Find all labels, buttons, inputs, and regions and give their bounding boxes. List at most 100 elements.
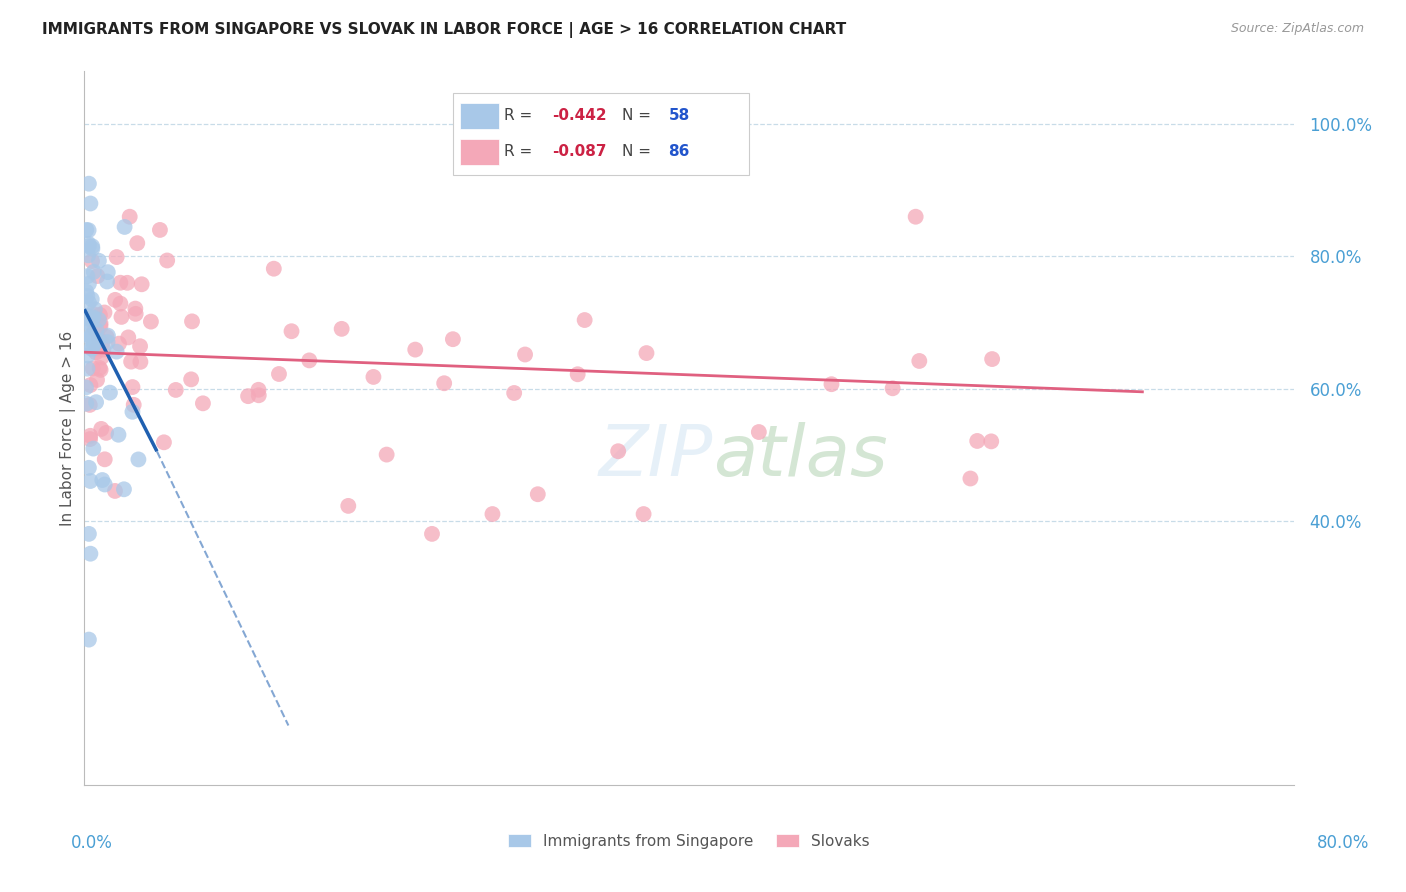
Point bbox=[86, 373, 108, 387]
Point bbox=[79, 312, 101, 326]
Point bbox=[153, 435, 176, 450]
Point bbox=[375, 448, 398, 462]
Y-axis label: In Labor Force | Age > 16: In Labor Force | Age > 16 bbox=[60, 331, 76, 525]
FancyBboxPatch shape bbox=[460, 139, 499, 165]
Point bbox=[112, 483, 135, 497]
Point bbox=[127, 452, 149, 467]
Point bbox=[82, 442, 104, 456]
Point bbox=[908, 354, 931, 368]
Point bbox=[180, 372, 202, 386]
Point bbox=[90, 363, 112, 377]
Point bbox=[118, 210, 141, 224]
Point bbox=[76, 269, 98, 284]
FancyBboxPatch shape bbox=[460, 103, 499, 128]
Point bbox=[77, 223, 100, 237]
Point bbox=[165, 383, 187, 397]
Text: R =: R = bbox=[503, 145, 537, 160]
Text: -0.087: -0.087 bbox=[553, 145, 607, 160]
Point bbox=[91, 335, 114, 350]
Text: ZIP: ZIP bbox=[599, 422, 713, 491]
Point bbox=[129, 339, 152, 353]
Point bbox=[79, 331, 101, 345]
Point bbox=[247, 388, 270, 402]
Point bbox=[107, 427, 129, 442]
Point bbox=[80, 292, 103, 306]
Point bbox=[80, 341, 103, 355]
Point bbox=[89, 308, 111, 322]
Point bbox=[77, 527, 100, 541]
Point bbox=[263, 261, 285, 276]
Point bbox=[79, 474, 101, 488]
Text: IMMIGRANTS FROM SINGAPORE VS SLOVAK IN LABOR FORCE | AGE > 16 CORRELATION CHART: IMMIGRANTS FROM SINGAPORE VS SLOVAK IN L… bbox=[42, 22, 846, 38]
Point bbox=[108, 336, 131, 351]
Point bbox=[330, 322, 353, 336]
Point bbox=[574, 313, 596, 327]
Point bbox=[82, 242, 104, 256]
Point bbox=[89, 361, 111, 376]
Point bbox=[93, 343, 115, 357]
Point bbox=[83, 307, 105, 321]
Point bbox=[83, 337, 105, 351]
Point bbox=[86, 268, 108, 283]
Point bbox=[93, 452, 115, 467]
Point bbox=[337, 499, 360, 513]
Point bbox=[121, 405, 143, 419]
Point bbox=[980, 434, 1002, 449]
Text: 80.0%: 80.0% bbox=[1316, 834, 1369, 852]
Point bbox=[481, 507, 503, 521]
Point bbox=[513, 347, 536, 361]
Point bbox=[433, 376, 456, 391]
Point bbox=[80, 342, 103, 356]
Point bbox=[79, 429, 101, 443]
Point bbox=[236, 389, 259, 403]
Point bbox=[636, 346, 658, 360]
Point bbox=[105, 250, 128, 264]
Point bbox=[82, 239, 104, 253]
Point bbox=[124, 307, 146, 321]
Point bbox=[97, 265, 120, 279]
Point bbox=[121, 380, 143, 394]
Point bbox=[77, 248, 100, 262]
Point bbox=[104, 293, 127, 307]
Point bbox=[607, 444, 630, 458]
Point bbox=[77, 317, 100, 331]
Text: 58: 58 bbox=[668, 108, 689, 123]
Point bbox=[75, 380, 97, 394]
Point bbox=[83, 302, 105, 317]
Point bbox=[420, 527, 443, 541]
Point bbox=[77, 632, 100, 647]
Point bbox=[105, 344, 128, 359]
Point bbox=[84, 395, 107, 409]
Point bbox=[77, 277, 100, 291]
Point bbox=[96, 275, 118, 289]
Point bbox=[75, 397, 97, 411]
Point bbox=[86, 323, 108, 337]
Point bbox=[82, 310, 104, 325]
Point bbox=[79, 432, 101, 446]
Point bbox=[298, 353, 321, 368]
Point bbox=[110, 276, 132, 290]
Point bbox=[247, 383, 270, 397]
Point bbox=[84, 335, 107, 350]
Point bbox=[404, 343, 426, 357]
Point bbox=[280, 324, 302, 338]
Point bbox=[80, 329, 103, 343]
Point bbox=[110, 296, 132, 310]
Point bbox=[87, 331, 110, 345]
Point bbox=[83, 322, 105, 336]
Point bbox=[75, 223, 97, 237]
Point bbox=[90, 422, 112, 436]
Point bbox=[129, 355, 152, 369]
Point bbox=[748, 425, 770, 439]
Point bbox=[90, 317, 112, 331]
Point bbox=[124, 301, 146, 316]
Point bbox=[959, 471, 981, 485]
Point bbox=[90, 351, 112, 365]
Point bbox=[131, 277, 153, 292]
Point bbox=[79, 328, 101, 343]
Point bbox=[122, 398, 145, 412]
Point bbox=[76, 361, 98, 376]
Point bbox=[156, 253, 179, 268]
FancyBboxPatch shape bbox=[453, 93, 749, 175]
Point bbox=[82, 311, 104, 326]
